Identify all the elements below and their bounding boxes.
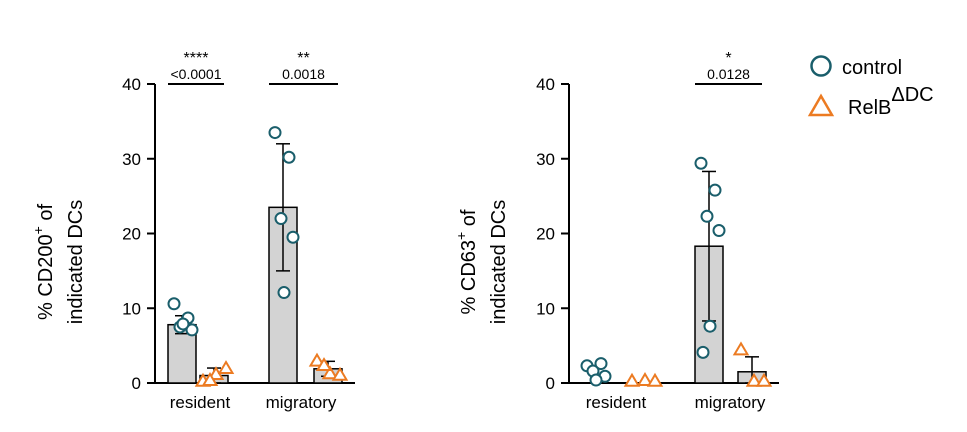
data-point-relb	[201, 372, 219, 387]
chart-cd200: % CD200+ of indicated DCs 0 10 20 30 40 resid…	[30, 50, 355, 412]
data-point-control	[286, 230, 300, 244]
data-point-relb	[755, 372, 773, 387]
data-point-control	[167, 297, 181, 311]
y-tick-label: 10	[122, 299, 141, 318]
data-point-relb	[646, 372, 664, 387]
y-tick-label: 30	[536, 150, 555, 169]
plot-area-cd63: 0 10 20 30 40 resident migratory *0.0128	[536, 50, 779, 412]
y-tick-label: 40	[536, 75, 555, 94]
data-point-control	[708, 183, 722, 197]
significance-stars: **	[297, 50, 309, 67]
legend-control-circle-icon	[810, 55, 832, 77]
y-axis-label-line1: % CD200+ of	[30, 204, 57, 320]
data-point-relb	[315, 357, 333, 372]
data-point-control	[185, 323, 199, 337]
data-point-control	[268, 126, 282, 140]
data-point-relb	[331, 366, 349, 381]
legend: control RelBΔDC	[807, 55, 934, 119]
data-point-control	[694, 156, 708, 170]
y-tick-label: 20	[536, 225, 555, 244]
y-tick-label: 40	[122, 75, 141, 94]
x-category-label: resident	[586, 393, 647, 412]
significance-stars: *	[725, 50, 731, 67]
data-point-control	[589, 373, 603, 387]
x-category-label: migratory	[695, 393, 766, 412]
chart-cd63: % CD63+ of indicated DCs 0 10 20 30 40 reside…	[453, 50, 779, 412]
p-value-label: 0.0128	[707, 66, 750, 82]
data-point-control	[282, 150, 296, 164]
legend-control-label: control	[842, 57, 902, 79]
data-point-relb	[732, 341, 750, 356]
y-tick-label: 20	[122, 225, 141, 244]
data-point-relb	[308, 352, 326, 367]
data-point-relb	[745, 372, 763, 387]
legend-relb-label: RelBΔDC	[848, 84, 934, 119]
data-point-control	[703, 319, 717, 333]
data-point-control	[696, 345, 710, 359]
p-value-label: 0.0018	[282, 66, 325, 82]
y-tick-label: 10	[536, 299, 555, 318]
data-point-control	[277, 286, 291, 300]
x-category-label: migratory	[266, 393, 337, 412]
data-point-control	[176, 317, 190, 331]
legend-relb-triangle-icon	[807, 93, 835, 117]
y-tick-label: 0	[546, 374, 555, 393]
data-point-control	[700, 209, 714, 223]
significance-stars: ****	[184, 50, 209, 67]
data-point-relb	[636, 372, 654, 387]
y-tick-label: 30	[122, 150, 141, 169]
plot-area-cd200: 0 10 20 30 40 resident migratory ****<0.0001 **0…	[122, 50, 355, 412]
x-category-label: resident	[170, 393, 231, 412]
y-axis-label-line2: indicated DCs	[65, 200, 87, 325]
data-point-control	[712, 224, 726, 238]
y-tick-label: 0	[132, 374, 141, 393]
p-value-label: <0.0001	[171, 66, 222, 82]
data-point-control	[274, 212, 288, 226]
data-point-relb	[217, 360, 235, 375]
data-point-relb	[321, 365, 339, 380]
data-point-control	[594, 357, 608, 371]
data-point-relb	[623, 372, 641, 387]
y-axis-label-line2: indicated DCs	[488, 200, 510, 325]
y-axis-label-line1: % CD63+ of	[453, 209, 480, 314]
